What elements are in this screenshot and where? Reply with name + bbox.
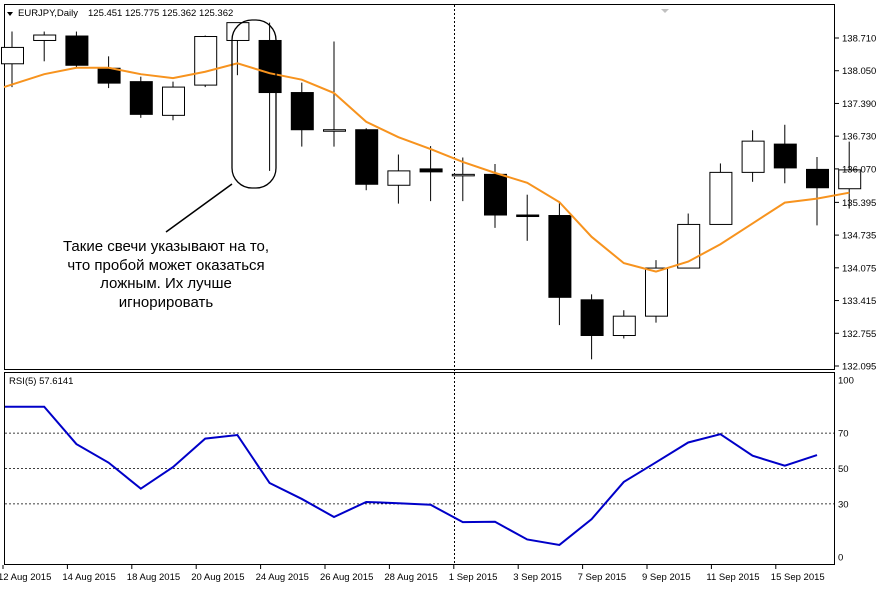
rsi-panel-frame (4, 372, 835, 565)
symbol-menu-icon[interactable] (7, 12, 13, 16)
date-tick-label: 11 Sep 2015 (706, 572, 759, 583)
date-tick-label: 28 Aug 2015 (384, 572, 437, 583)
price-tick-label: 138.710 (842, 34, 876, 45)
price-layer (1, 22, 862, 360)
collapse-arrow-icon[interactable] (661, 9, 669, 13)
candle-body (65, 35, 89, 66)
candle-body (387, 170, 411, 186)
candle-body (580, 299, 604, 337)
date-tick-label: 20 Aug 2015 (191, 572, 244, 583)
price-panel-frame (4, 4, 835, 370)
annotation-highlight (231, 19, 277, 189)
candle-body (33, 34, 57, 41)
candle-body (323, 129, 346, 132)
price-tick-label: 135.395 (842, 198, 876, 209)
annotation-pointer (165, 183, 233, 233)
candle-body (548, 215, 572, 298)
candle-body (258, 39, 282, 94)
candle-body (419, 168, 443, 173)
date-tick-label: 7 Sep 2015 (578, 572, 627, 583)
candle-body (773, 143, 797, 169)
candle-body (162, 86, 185, 116)
date-tick-label: 1 Sep 2015 (449, 572, 498, 583)
price-tick-label: 137.390 (842, 99, 876, 110)
rsi-tick-label: 100 (838, 376, 854, 387)
date-tick-label: 18 Aug 2015 (127, 572, 180, 583)
candle-body (1, 46, 24, 65)
candle-body (677, 223, 701, 269)
candle-body (451, 173, 475, 177)
candle-body (355, 129, 379, 185)
date-tick-label: 24 Aug 2015 (256, 572, 309, 583)
price-tick-label: 132.755 (842, 329, 876, 340)
date-tick-label: 12 Aug 2015 (0, 572, 51, 583)
date-tick-label: 26 Aug 2015 (320, 572, 373, 583)
price-tick-label: 136.070 (842, 164, 876, 175)
candle-body (290, 92, 314, 131)
price-tick-label: 133.415 (842, 296, 876, 307)
axis-layer: 138.710 138.050 137.390 136.730 136.070 135.3… (0, 34, 876, 584)
ohlc-values: 125.451 125.775 125.362 125.362 (88, 8, 233, 19)
rsi-tick-label: 70 (838, 429, 849, 440)
annotation-text: Такие свечи указывают на то, что пробой … (62, 238, 270, 311)
candle-body (645, 267, 668, 317)
price-tick-label: 136.730 (842, 132, 876, 143)
candle-body (741, 140, 765, 173)
date-tick-label: 15 Sep 2015 (771, 572, 825, 583)
rsi-tick-label: 30 (838, 499, 849, 510)
symbol-label: EURJPY,Daily (18, 8, 78, 19)
price-tick-label: 134.075 (842, 263, 876, 274)
candle-body (129, 81, 153, 115)
candle-body (838, 169, 862, 190)
rsi-layer (5, 405, 834, 547)
date-tick-label: 14 Aug 2015 (62, 572, 115, 583)
candle-body (484, 173, 507, 216)
candle-body (709, 171, 733, 225)
price-tick-label: 132.095 (842, 362, 876, 373)
rsi-tick-label: 50 (838, 464, 849, 475)
rsi-header: RSI(5) 57.6141 (9, 376, 73, 387)
candle-body (516, 214, 540, 218)
candle-body (97, 67, 121, 84)
date-tick-label: 3 Sep 2015 (513, 572, 562, 583)
candle-body (194, 36, 218, 86)
candle-body (612, 315, 636, 337)
price-tick-label: 138.050 (842, 66, 876, 77)
price-tick-label: 134.735 (842, 231, 876, 242)
candle-body (806, 168, 829, 189)
moving-average-line (3, 62, 850, 273)
rsi-tick-label: 0 (838, 553, 843, 564)
rsi-line (5, 405, 818, 547)
date-tick-label: 9 Sep 2015 (642, 572, 691, 583)
